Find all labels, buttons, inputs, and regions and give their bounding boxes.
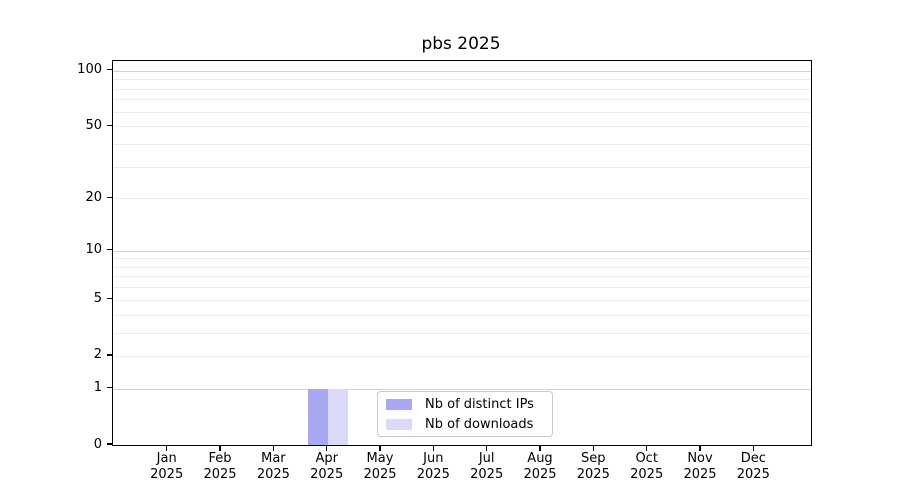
y-tick-label: 5 (93, 291, 102, 307)
minor-gridline (113, 355, 811, 357)
y-tick-label: 2 (93, 347, 102, 363)
y-tick-mark (107, 387, 112, 389)
x-tick-label: Feb 2025 (203, 451, 237, 482)
y-tick-label: 0 (93, 436, 102, 452)
x-tick-label: Jun 2025 (416, 451, 450, 482)
x-tick-mark (272, 445, 275, 451)
x-tick-label: Jul 2025 (470, 451, 504, 482)
y-tick-mark (107, 196, 112, 198)
legend: Nb of distinct IPs Nb of downloads (377, 391, 553, 437)
x-tick-label: Sep 2025 (576, 451, 610, 482)
major-gridline (113, 250, 811, 252)
legend-swatch-distinct-ips (386, 398, 412, 410)
minor-gridline (113, 88, 811, 90)
x-tick-mark (752, 445, 754, 451)
x-tick-label: Apr 2025 (310, 451, 344, 482)
x-tick-label: Dec 2025 (736, 451, 770, 482)
minor-gridline (113, 314, 811, 316)
y-tick-label: 20 (85, 189, 102, 205)
major-gridline (113, 388, 811, 390)
y-tick-label: 10 (85, 242, 102, 258)
minor-gridline (113, 166, 811, 168)
x-tick-mark (592, 445, 594, 451)
minor-gridline (113, 99, 811, 101)
minor-gridline (113, 143, 811, 145)
x-tick-mark (432, 445, 434, 451)
bar-distinct-ips (307, 388, 328, 445)
minor-gridline (113, 266, 811, 268)
minor-gridline (113, 198, 811, 200)
x-tick-label: Oct 2025 (630, 451, 664, 482)
y-tick-label: 1 (93, 380, 102, 396)
y-tick-mark (107, 354, 112, 356)
x-tick-mark (166, 445, 168, 451)
legend-item-distinct-ips: Nb of distinct IPs (378, 396, 552, 413)
minor-gridline (113, 332, 811, 334)
chart-title: pbs 2025 (421, 34, 501, 54)
major-gridline (113, 70, 811, 72)
x-tick-mark (379, 445, 381, 451)
x-tick-label: Aug 2025 (523, 451, 557, 482)
x-tick-label: Jan 2025 (150, 451, 184, 482)
minor-gridline (113, 287, 811, 289)
x-tick-label: Mar 2025 (256, 451, 290, 482)
plot-area (112, 60, 812, 446)
y-tick-mark (107, 443, 112, 445)
legend-item-downloads: Nb of downloads (378, 416, 552, 433)
y-tick-mark (107, 69, 112, 71)
minor-gridline (113, 79, 811, 81)
y-tick-mark (107, 298, 112, 300)
bar-downloads (327, 388, 348, 445)
y-tick-mark (107, 124, 112, 126)
minor-gridline (113, 258, 811, 260)
x-tick-mark (326, 445, 328, 451)
minor-gridline (113, 126, 811, 128)
legend-label-downloads: Nb of downloads (425, 416, 534, 432)
x-tick-mark (646, 445, 648, 451)
minor-gridline (113, 111, 811, 113)
x-tick-mark (539, 445, 541, 451)
x-tick-label: May 2025 (363, 451, 397, 482)
x-tick-label: Nov 2025 (683, 451, 717, 482)
y-tick-label: 100 (77, 62, 102, 78)
minor-gridline (113, 276, 811, 278)
legend-label-distinct-ips: Nb of distinct IPs (425, 396, 534, 412)
x-tick-mark (486, 445, 488, 451)
x-tick-mark (699, 445, 701, 451)
x-tick-mark (219, 445, 221, 451)
legend-swatch-downloads (386, 418, 412, 430)
y-tick-mark (107, 248, 112, 251)
minor-gridline (113, 299, 811, 301)
y-tick-label: 50 (85, 117, 102, 133)
